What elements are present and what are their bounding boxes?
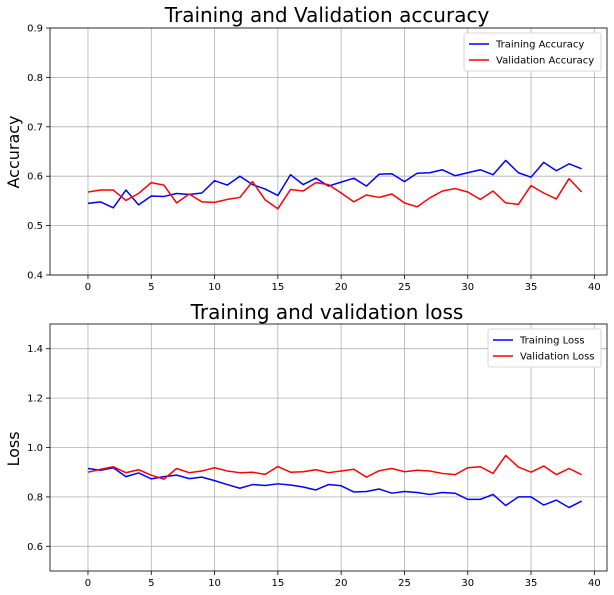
accuracy-y-tick-label: 0.5 (27, 221, 43, 232)
loss-x-tick-label: 5 (148, 578, 154, 589)
loss-x-tick-label: 30 (461, 578, 474, 589)
loss-x-tick-label: 25 (398, 578, 411, 589)
loss-y-axis-label: Loss (4, 431, 23, 466)
accuracy-legend-label: Training Accuracy (495, 40, 584, 51)
accuracy-y-tick-label: 0.7 (27, 122, 43, 133)
accuracy-series-validation-line (87, 177, 583, 210)
accuracy-x-tick-label: 30 (461, 282, 474, 293)
accuracy-x-tick-label: 10 (208, 282, 221, 293)
loss-plot: Training and validation loss Loss 0 5 10 15… (4, 300, 608, 589)
accuracy-y-tick-label: 0.8 (27, 73, 43, 84)
loss-y-tick-label: 1.0 (27, 443, 43, 454)
loss-x-tick-label: 0 (85, 578, 91, 589)
accuracy-legend: Training Accuracy Validation Accuracy (463, 32, 602, 72)
loss-y-tick-label: 0.6 (27, 542, 43, 553)
accuracy-x-tick-label: 15 (271, 282, 284, 293)
accuracy-plot-frame (49, 27, 608, 276)
loss-legend-box (487, 328, 602, 368)
accuracy-y-axis-label: Accuracy (4, 115, 23, 188)
accuracy-legend-label: Validation Accuracy (496, 56, 594, 67)
loss-x-tick-label: 10 (208, 578, 221, 589)
loss-x-tick-label: 15 (271, 578, 284, 589)
accuracy-x-tick-label: 5 (148, 282, 154, 293)
loss-x-tick-label: 40 (588, 578, 601, 589)
accuracy-x-tick-label: 25 (398, 282, 411, 293)
loss-series-validation-line (87, 454, 583, 480)
accuracy-plot: Training and Validation accuracy Accurac… (4, 3, 608, 293)
accuracy-y-tick-label: 0.6 (27, 172, 43, 183)
loss-series-training-line (87, 467, 583, 509)
accuracy-legend-box (463, 32, 602, 72)
loss-y-tick-label: 1.2 (27, 394, 43, 405)
accuracy-x-tick-label: 20 (335, 282, 348, 293)
loss-legend-label: Validation Loss (520, 352, 595, 363)
loss-legend: Training Loss Validation Loss (487, 328, 602, 368)
loss-x-tick-label: 20 (335, 578, 348, 589)
accuracy-x-tick-label: 35 (525, 282, 538, 293)
loss-y-tick-label: 1.4 (27, 344, 43, 355)
loss-plot-frame (49, 323, 608, 572)
loss-plot-title: Training and validation loss (190, 300, 464, 324)
accuracy-plot-title: Training and Validation accuracy (164, 3, 490, 27)
accuracy-y-tick-label: 0.4 (27, 271, 43, 282)
loss-x-tick-label: 35 (525, 578, 538, 589)
loss-y-tick-label: 0.8 (27, 492, 43, 503)
accuracy-y-tick-label: 0.9 (27, 24, 43, 35)
loss-legend-label: Training Loss (519, 336, 585, 347)
accuracy-x-tick-label: 40 (588, 282, 601, 293)
accuracy-x-tick-label: 0 (85, 282, 91, 293)
